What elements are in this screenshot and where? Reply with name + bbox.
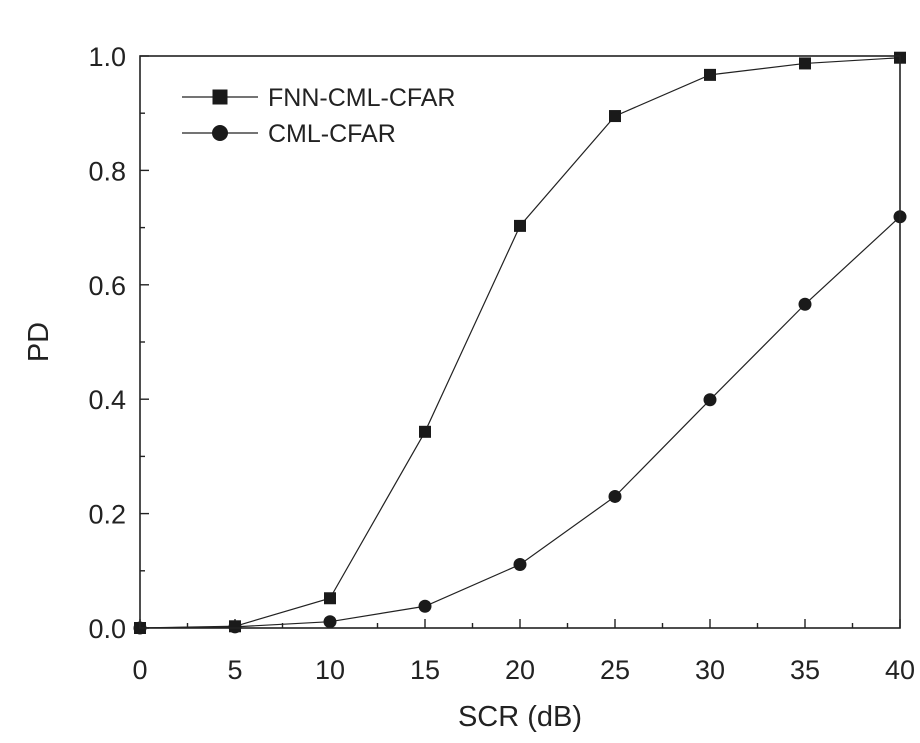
- x-tick-label: 20: [505, 655, 535, 685]
- data-point-square: [704, 68, 716, 81]
- legend-label-1: CML-CFAR: [268, 120, 396, 148]
- x-tick-label: 30: [695, 655, 725, 685]
- data-point-circle: [418, 599, 432, 613]
- data-point-square: [799, 57, 811, 70]
- y-tick-label: 0.2: [88, 500, 126, 530]
- legend-label-0: FNN-CML-CFAR: [268, 84, 456, 112]
- x-tick-label: 25: [600, 655, 630, 685]
- y-tick-label: 0.6: [88, 271, 126, 301]
- x-tick-label: 35: [790, 655, 820, 685]
- series-0: [134, 51, 906, 634]
- legend-item-1: CML-CFAR: [182, 120, 396, 148]
- plot-frame: [139, 55, 901, 629]
- y-axis-title: PD: [23, 322, 55, 362]
- y-tick-label: 0.8: [88, 156, 126, 186]
- legend: FNN-CML-CFAR CML-CFAR: [182, 84, 456, 148]
- y-tick-label: 0.4: [88, 385, 126, 415]
- ticks-layer: 0 5 10 15 20 25 30 35 40 0.0 0.2 0.4 0.6 0.8 1.0: [88, 42, 915, 685]
- x-tick-label: 0: [132, 655, 147, 685]
- series-layer: [133, 51, 907, 635]
- x-tick-label: 10: [315, 655, 345, 685]
- data-point-square: [324, 592, 336, 605]
- series-1: [133, 210, 907, 635]
- legend-marker-circle: [212, 125, 228, 141]
- series-line-0: [139, 57, 901, 629]
- legend-item-0: FNN-CML-CFAR: [182, 84, 456, 112]
- x-tick-label: 40: [885, 655, 915, 685]
- y-tick-label: 0.0: [88, 614, 126, 644]
- data-point-circle: [703, 393, 717, 407]
- data-point-circle: [798, 297, 812, 311]
- data-point-square: [609, 110, 621, 123]
- legend-marker-square: [212, 89, 228, 105]
- data-point-square: [419, 425, 431, 438]
- data-point-circle: [513, 558, 527, 572]
- y-tick-label: 1.0: [88, 42, 126, 72]
- data-point-circle: [228, 620, 242, 634]
- data-point-square: [514, 219, 526, 232]
- x-tick-label: 5: [227, 655, 242, 685]
- x-tick-label: 15: [410, 655, 440, 685]
- data-point-circle: [608, 489, 622, 503]
- x-axis-title: SCR (dB): [458, 701, 582, 733]
- data-point-circle: [323, 615, 337, 629]
